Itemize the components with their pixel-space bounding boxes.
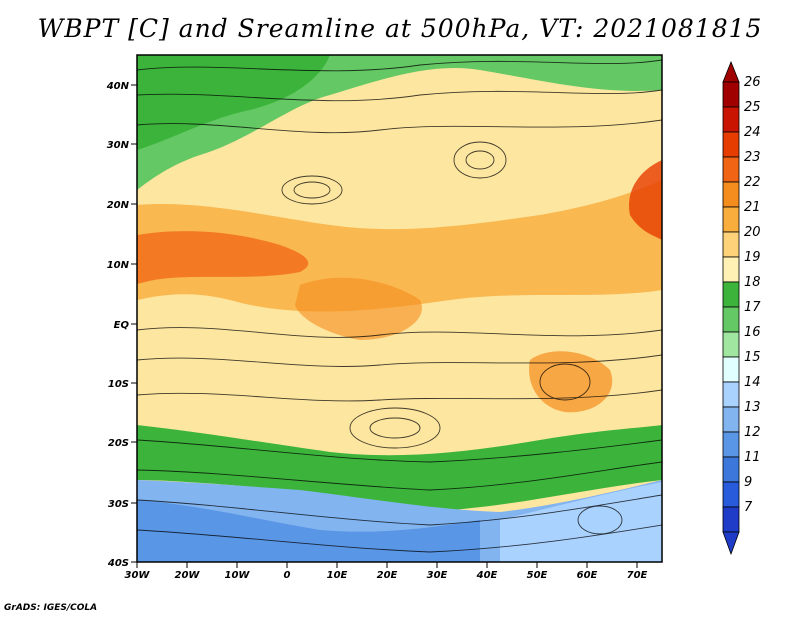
colorbar-cell <box>722 506 740 533</box>
colorbar-label: 7 <box>744 500 753 515</box>
colorbar-cell <box>722 81 740 108</box>
colorbar-cell <box>722 356 740 383</box>
colorbar-label: 20 <box>744 225 761 240</box>
field-hot-east <box>629 160 662 240</box>
colorbar-label: 12 <box>744 425 761 440</box>
lat-label: 10N <box>107 260 130 271</box>
lon-label: 0 <box>284 570 291 581</box>
colorbar-cell <box>722 281 740 308</box>
lon-label: 20W <box>175 570 201 581</box>
lat-label: 20N <box>107 200 130 211</box>
colorbar-label: 25 <box>744 100 761 115</box>
lon-label: 20E <box>377 570 398 581</box>
colorbar-label: 26 <box>744 75 761 90</box>
colorbar-label: 18 <box>744 275 761 290</box>
colorbar-cell <box>722 206 740 233</box>
colorbar-label: 24 <box>744 125 761 140</box>
colorbar: 26 25 24 23 22 21 20 19 18 17 16 15 14 13 12 11 9 7 <box>722 60 761 556</box>
streamlines <box>137 59 662 553</box>
lat-label: EQ <box>114 320 130 331</box>
colorbar-label: 21 <box>744 200 761 215</box>
colorbar-label: 14 <box>744 375 761 390</box>
credit-label: GrADS: IGES/COLA <box>4 603 98 613</box>
lon-label: 30E <box>427 570 448 581</box>
lon-label: 10E <box>327 570 348 581</box>
field-south-colder <box>137 500 480 562</box>
colorbar-label: 23 <box>744 150 761 165</box>
colorbar-cell <box>722 406 740 433</box>
lon-axis: 30W 20W 10W 0 10E 20E 30E 40E 50E 60E 70… <box>125 562 648 581</box>
lat-label: 20S <box>108 438 129 449</box>
colorbar-cell <box>722 481 740 508</box>
field-warm-band <box>137 180 662 312</box>
colorbar-label: 13 <box>744 400 761 415</box>
colorbar-top-arrow <box>722 60 740 83</box>
colorbar-cell <box>722 181 740 208</box>
lon-label: 60E <box>577 570 598 581</box>
colorbar-label: 19 <box>744 250 761 265</box>
map-area[interactable] <box>137 55 662 562</box>
colorbar-cell <box>722 231 740 258</box>
colorbar-label: 15 <box>744 350 761 365</box>
field-north-cool-2 <box>137 55 330 150</box>
colorbar-bottom-arrow <box>722 531 740 556</box>
lat-label: 30N <box>107 140 130 151</box>
lon-label: 10W <box>225 570 251 581</box>
lat-label: 10S <box>108 379 129 390</box>
colorbar-label: 16 <box>744 325 761 340</box>
lat-label: 30S <box>108 499 129 510</box>
field-south-green <box>137 425 662 510</box>
lon-label: 40E <box>476 570 498 581</box>
colorbar-label: 9 <box>744 475 752 490</box>
field-hot-band <box>137 231 309 284</box>
colorbar-cell <box>722 256 740 283</box>
map-title: WBPT [C] and Sreamline at 500hPa, VT: 20… <box>37 14 763 43</box>
colorbar-cell <box>722 131 740 158</box>
lon-label: 30W <box>125 570 151 581</box>
colorbar-cell <box>722 331 740 358</box>
field-warm-central <box>295 277 422 340</box>
colorbar-label: 22 <box>744 175 761 190</box>
plot-frame <box>136 54 663 563</box>
colorbar-cell <box>722 106 740 133</box>
colorbar-cell <box>722 381 740 408</box>
lon-label: 50E <box>527 570 548 581</box>
lat-axis: 40N 30N 20N 10N EQ 10S 20S 30S 40S <box>106 81 137 569</box>
colorbar-cell <box>722 156 740 183</box>
lon-label: 70E <box>627 570 648 581</box>
colorbar-label: 17 <box>744 300 761 315</box>
colorbar-cell <box>722 306 740 333</box>
colorbar-cell <box>722 431 740 458</box>
colorbar-label: 11 <box>744 450 761 465</box>
colorbar-cell <box>722 456 740 483</box>
lat-label: 40S <box>107 558 129 569</box>
lat-label: 40N <box>106 81 130 92</box>
